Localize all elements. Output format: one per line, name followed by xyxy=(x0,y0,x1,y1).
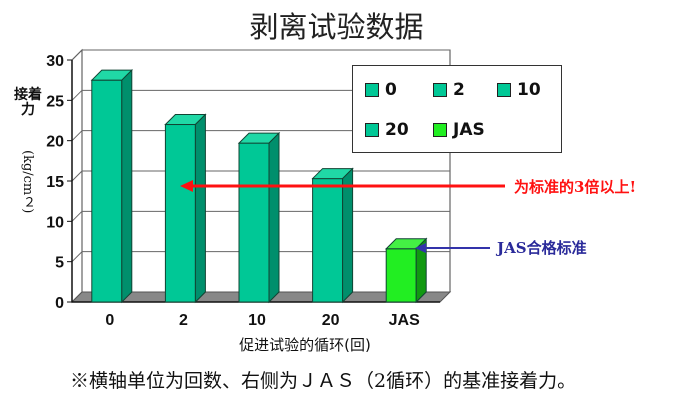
legend-item-20: 20 xyxy=(365,120,409,140)
side-gridline-15 xyxy=(71,170,83,182)
chart-title: 剥离试验数据 xyxy=(249,10,424,44)
blue-arrow-head xyxy=(415,243,426,253)
side-gridline-10 xyxy=(71,210,83,222)
bar-0 xyxy=(91,79,123,303)
legend-item-2: 2 xyxy=(433,80,465,100)
x-tick-label-10: 10 xyxy=(248,312,266,329)
legend-item-10: 10 xyxy=(497,80,541,100)
bar-side-20 xyxy=(342,167,354,304)
bar-side-10 xyxy=(268,131,280,304)
y-tick-label-5: 5 xyxy=(55,255,64,272)
y-tick-label-0: 0 xyxy=(55,295,64,312)
legend-label-20: 20 xyxy=(385,120,409,140)
red-arrow-head xyxy=(180,180,193,192)
bar-20 xyxy=(312,178,344,303)
legend-swatch-2 xyxy=(433,83,447,97)
x-axis-label: 促进试验的循环(回) xyxy=(239,336,371,354)
side-gridline-5 xyxy=(71,251,83,263)
legend-item-jas: JAS xyxy=(433,120,485,140)
legend-label-jas: JAS xyxy=(453,120,485,140)
legend-swatch-20 xyxy=(365,123,379,137)
annotation-3x-standard: 为标准的3倍以上! xyxy=(514,178,637,196)
legend-swatch-jas xyxy=(433,123,447,137)
bar-JAS xyxy=(385,248,417,303)
x-tick-label-20: 20 xyxy=(322,312,340,329)
y-tick-label-25: 25 xyxy=(46,93,64,110)
y-axis-label: 接着力 xyxy=(14,87,42,118)
y-tick-label-15: 15 xyxy=(46,174,64,191)
legend-label-0: 0 xyxy=(385,80,397,100)
bar-side-JAS xyxy=(415,237,427,304)
bar-2 xyxy=(164,124,196,303)
legend-item-0: 0 xyxy=(365,80,397,100)
legend-swatch-10 xyxy=(497,83,511,97)
y-tick-label-20: 20 xyxy=(46,134,64,151)
legend: 0 2 10 20 JAS xyxy=(352,65,562,153)
footnote: ※横轴单位为回数、右侧为ＪＡＳ（2循环）的基准接着力。 xyxy=(70,370,577,392)
x-tick-label-2: 2 xyxy=(179,312,188,329)
y-axis-unit: (kg/cm２) xyxy=(20,150,35,214)
y-axis-label-text: 接着力 xyxy=(14,87,42,118)
bar-side-0 xyxy=(121,68,133,304)
legend-label-2: 2 xyxy=(453,80,465,100)
annotation-jas-standard: JAS合格标准 xyxy=(497,239,587,257)
y-tick-label-30: 30 xyxy=(46,53,64,70)
x-tick-label-0: 0 xyxy=(105,312,114,329)
bar-side-2 xyxy=(194,113,206,304)
legend-label-10: 10 xyxy=(517,80,541,100)
y-tick-label-10: 10 xyxy=(46,214,64,231)
side-gridline-20 xyxy=(71,130,83,142)
legend-swatch-0 xyxy=(365,83,379,97)
side-gridline-25 xyxy=(71,89,83,101)
side-gridline-30 xyxy=(71,49,83,61)
x-tick-label-JAS: JAS xyxy=(389,312,420,329)
bar-10 xyxy=(238,142,270,303)
